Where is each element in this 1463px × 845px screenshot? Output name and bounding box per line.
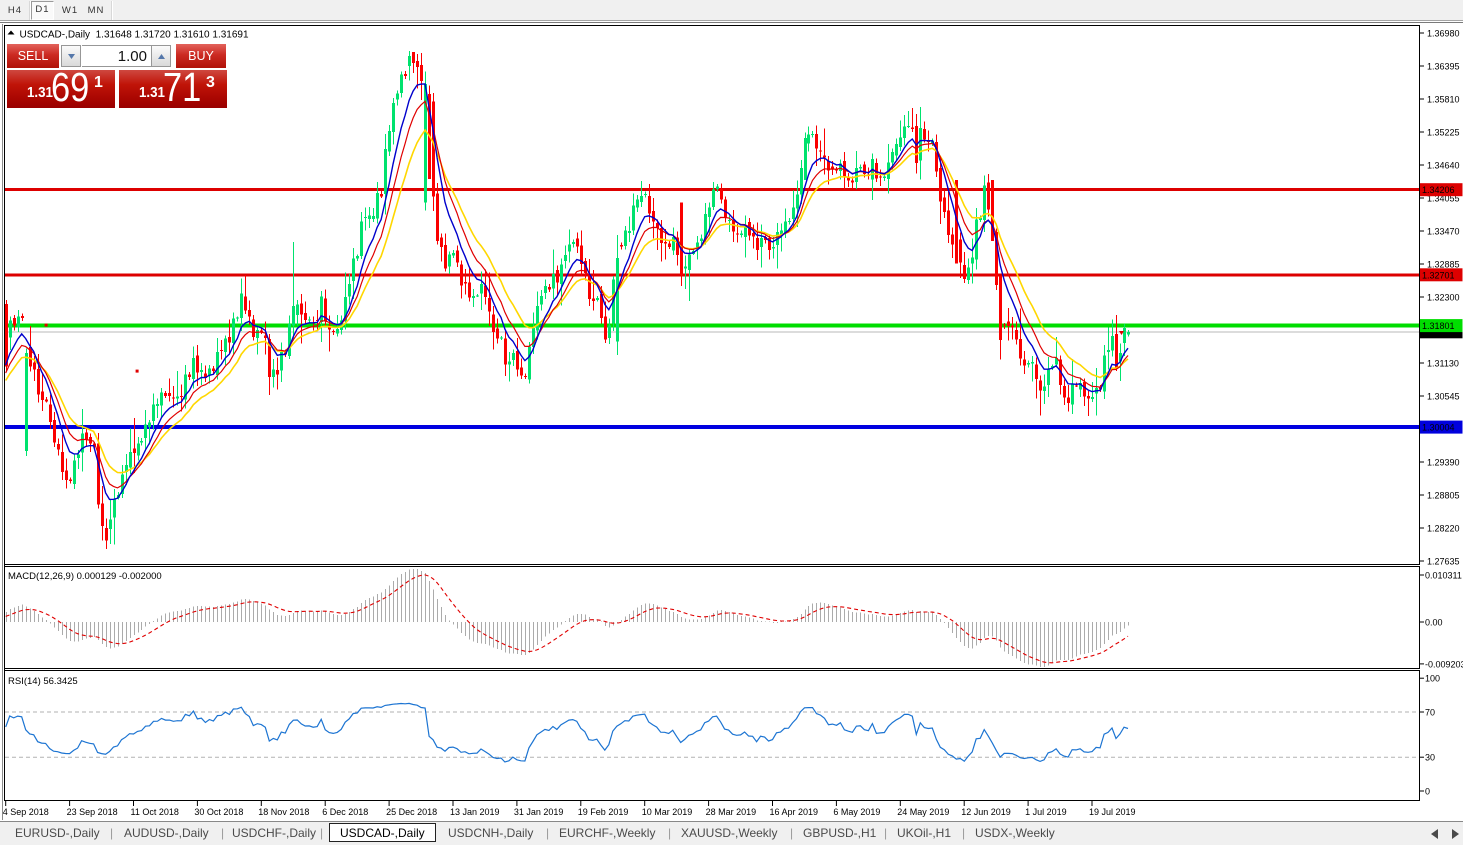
svg-text:1.36395: 1.36395 xyxy=(1427,62,1460,72)
svg-text:1.30004: 1.30004 xyxy=(1422,423,1455,433)
svg-text:1.32701: 1.32701 xyxy=(1422,270,1455,280)
svg-text:10 Mar 2019: 10 Mar 2019 xyxy=(642,807,693,817)
svg-text:6 May 2019: 6 May 2019 xyxy=(833,807,880,817)
svg-text:0.00: 0.00 xyxy=(1425,618,1443,628)
svg-text:19 Feb 2019: 19 Feb 2019 xyxy=(578,807,629,817)
svg-text:1.28220: 1.28220 xyxy=(1427,524,1460,534)
svg-text:1.32300: 1.32300 xyxy=(1427,293,1460,303)
svg-text:70: 70 xyxy=(1425,708,1435,718)
svg-text:1.27635: 1.27635 xyxy=(1427,557,1460,567)
svg-text:1.35810: 1.35810 xyxy=(1427,95,1460,105)
svg-text:MACD(12,26,9) 0.000129 -0.0020: MACD(12,26,9) 0.000129 -0.002000 xyxy=(8,571,162,582)
svg-text:1.34055: 1.34055 xyxy=(1427,194,1460,204)
svg-text:25 Dec 2018: 25 Dec 2018 xyxy=(386,807,437,817)
svg-text:1.36980: 1.36980 xyxy=(1427,29,1460,39)
svg-text:0.010311: 0.010311 xyxy=(1425,571,1462,581)
svg-text:1.34206: 1.34206 xyxy=(1422,185,1455,195)
svg-text:11 Oct 2018: 11 Oct 2018 xyxy=(131,807,179,817)
svg-text:USDCAD-,Daily 1.31648 1.31720: USDCAD-,Daily 1.31648 1.31720 1.31610 1.… xyxy=(20,30,249,41)
svg-text:13 Jan 2019: 13 Jan 2019 xyxy=(450,807,500,817)
svg-text:1.35225: 1.35225 xyxy=(1427,128,1460,138)
svg-text:1.30545: 1.30545 xyxy=(1427,392,1460,402)
svg-text:12 Jun 2019: 12 Jun 2019 xyxy=(961,807,1011,817)
svg-text:1.28805: 1.28805 xyxy=(1427,491,1460,501)
svg-text:1.33470: 1.33470 xyxy=(1427,227,1460,237)
svg-text:31 Jan 2019: 31 Jan 2019 xyxy=(514,807,564,817)
svg-text:RSI(14) 56.3425: RSI(14) 56.3425 xyxy=(8,676,78,687)
svg-text:1.31691: 1.31691 xyxy=(1422,327,1455,337)
svg-text:1 Jul 2019: 1 Jul 2019 xyxy=(1025,807,1067,817)
svg-text:16 Apr 2019: 16 Apr 2019 xyxy=(770,807,819,817)
svg-text:1.31801: 1.31801 xyxy=(1422,321,1455,331)
svg-text:23 Sep 2018: 23 Sep 2018 xyxy=(67,807,118,817)
svg-text:1.34640: 1.34640 xyxy=(1427,161,1460,171)
svg-text:1.31130: 1.31130 xyxy=(1427,359,1459,369)
svg-text:-0.009203: -0.009203 xyxy=(1425,659,1463,669)
svg-text:4 Sep 2018: 4 Sep 2018 xyxy=(3,807,49,817)
svg-text:24 May 2019: 24 May 2019 xyxy=(897,807,949,817)
svg-text:19 Jul 2019: 19 Jul 2019 xyxy=(1089,807,1136,817)
svg-text:30: 30 xyxy=(1425,753,1435,763)
svg-text:1.32885: 1.32885 xyxy=(1427,260,1460,270)
svg-text:18 Nov 2018: 18 Nov 2018 xyxy=(258,807,309,817)
svg-text:100: 100 xyxy=(1425,674,1440,684)
svg-text:28 Mar 2019: 28 Mar 2019 xyxy=(706,807,757,817)
svg-text:6 Dec 2018: 6 Dec 2018 xyxy=(322,807,368,817)
svg-text:0: 0 xyxy=(1425,787,1430,797)
svg-text:1.29390: 1.29390 xyxy=(1427,458,1460,468)
svg-text:30 Oct 2018: 30 Oct 2018 xyxy=(194,807,243,817)
